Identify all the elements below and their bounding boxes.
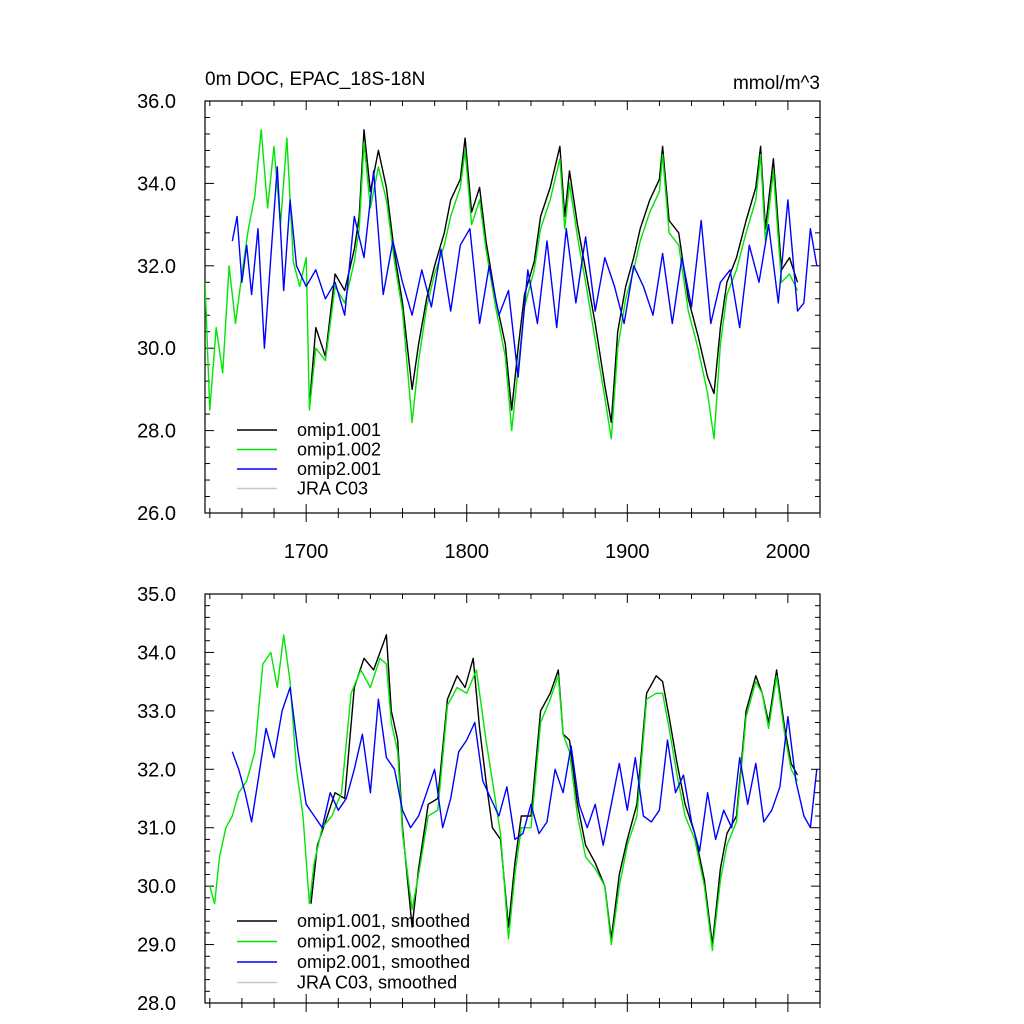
- legend-label: omip1.002, smoothed: [297, 932, 470, 952]
- legend-label: omip1.001, smoothed: [297, 911, 470, 931]
- series-line-omip1-002: [205, 129, 799, 440]
- y-tick-label: 32.0: [137, 759, 176, 781]
- x-tick-label: 1800: [444, 541, 489, 563]
- series-line-omip2-001: [231, 166, 818, 378]
- chart-title: 0m DOC, EPAC_18S-18N: [205, 69, 425, 90]
- legend-label: omip2.001, smoothed: [297, 952, 470, 972]
- legend-label: omip1.002: [297, 440, 381, 460]
- plot-frame: [204, 100, 821, 514]
- legend-label: omip1.001: [297, 420, 381, 440]
- y-tick-label: 28.0: [137, 421, 176, 443]
- y-tick-label: 30.0: [137, 876, 176, 898]
- series-line-omip1-002-smoothed: [209, 634, 799, 952]
- y-tick-label: 26.0: [137, 503, 176, 525]
- plot-frame: [204, 593, 821, 1004]
- series-line-omip2-001-smoothed: [231, 686, 818, 852]
- series-line-omip1-001: [308, 129, 799, 424]
- top-panel: 26.0 28.0 30.0 32.0 34.0 36.0 1700 1800 1900 2000…: [137, 69, 821, 563]
- x-tick-label: 1700: [284, 541, 329, 563]
- units-label: mmol/m^3: [733, 73, 820, 94]
- y-tick-label: 32.0: [137, 256, 176, 278]
- x-tick-label: 1900: [605, 541, 650, 563]
- y-tick-label: 33.0: [137, 701, 176, 723]
- y-tick-label: 36.0: [137, 91, 176, 113]
- x-tick-label: 2000: [766, 541, 811, 563]
- y-tick-label: 31.0: [137, 818, 176, 840]
- y-tick-label: 35.0: [137, 584, 176, 606]
- y-tick-label: 34.0: [137, 642, 176, 664]
- legend-label: omip2.001: [297, 459, 381, 479]
- legend-label: JRA C03: [297, 479, 368, 499]
- y-tick-label: 28.0: [137, 993, 176, 1015]
- series-line-omip1-001-smoothed: [310, 634, 799, 946]
- legend-label: JRA C03, smoothed: [297, 973, 457, 993]
- y-tick-label: 29.0: [137, 935, 176, 957]
- y-tick-label: 34.0: [137, 173, 176, 195]
- y-tick-label: 30.0: [137, 338, 176, 360]
- bottom-panel: 28.0 29.0 30.0 31.0 32.0 33.0 34.0 35.0 omip1.00…: [137, 584, 821, 1015]
